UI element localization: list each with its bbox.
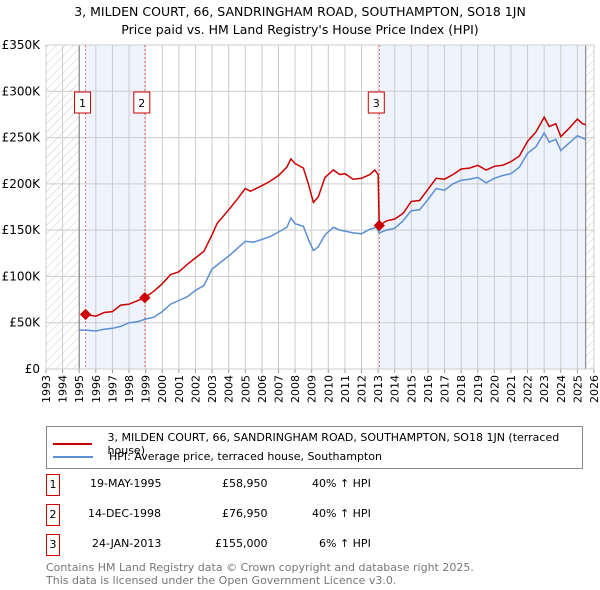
x-tick-label: 1996: [90, 375, 103, 403]
x-tick-label: 2021: [505, 375, 518, 403]
sale-point: [139, 292, 151, 304]
y-tick-label: £200K: [2, 177, 42, 191]
x-tick-label: 2025: [571, 375, 584, 403]
plot-frame: [45, 44, 595, 370]
x-tick-label: 2003: [206, 375, 219, 403]
x-tick-label: 2020: [488, 375, 501, 403]
sale-price: £76,950: [222, 507, 268, 520]
x-tick-label: 2000: [156, 375, 169, 403]
x-tick-label: 2024: [555, 375, 568, 403]
sale-badge-label: 2: [138, 97, 145, 110]
y-tick-label: £0: [25, 362, 40, 376]
x-tick-label: 1994: [57, 375, 70, 403]
sale-date: 19-MAY-1995: [90, 477, 162, 490]
series-line: [85, 115, 586, 317]
sale-badge: [367, 91, 385, 114]
hatched-no-data-region: [585, 45, 594, 369]
x-tick-label: 2001: [173, 375, 186, 403]
x-tick-label: 2022: [522, 375, 535, 403]
price-chart: 1993 1994 1995 1996 1997 1998 1999 2000 2001 2002…: [2, 38, 600, 403]
y-tick-label: £350K: [2, 38, 42, 52]
y-tick-label: £50K: [9, 316, 41, 330]
sale-date: 24-JAN-2013: [92, 537, 162, 550]
x-tick-label: 2004: [223, 375, 236, 403]
title-line: 3, MILDEN COURT, 66, SANDRINGHAM ROAD, S…: [74, 4, 526, 19]
x-tick-label: 2019: [472, 375, 485, 403]
x-tick-label: 2015: [405, 375, 418, 403]
x-tick-label: 2023: [538, 375, 551, 403]
x-tick-label: 2011: [339, 375, 352, 403]
x-tick-label: 2018: [455, 375, 468, 403]
x-tick-label: 2002: [189, 375, 202, 403]
chart-title: 3, MILDEN COURT, 66, SANDRINGHAM ROAD, S…: [0, 3, 600, 39]
y-tick-label: £300K: [2, 84, 42, 98]
x-tick-label: 1993: [40, 375, 53, 403]
y-tick-label: £150K: [2, 223, 42, 237]
sale-marker-badge: 2: [46, 504, 60, 526]
x-tick-label: 2017: [439, 375, 452, 403]
x-tick-label: 2005: [239, 375, 252, 403]
sale-hpi: 6% ↑ HPI: [319, 537, 371, 550]
legend-label: HPI: Average price, terraced house, Sout…: [109, 450, 382, 463]
x-tick-label: 2014: [389, 375, 402, 403]
sale-hpi: 40% ↑ HPI: [312, 477, 371, 490]
sale-marker-badge: 1: [46, 474, 60, 496]
x-tick-label: 2016: [422, 375, 435, 403]
subtitle-line: Price paid vs. HM Land Registry's House …: [121, 22, 479, 37]
sale-marker-badge: 3: [46, 534, 60, 556]
legend: 3, MILDEN COURT, 66, SANDRINGHAM ROAD, S…: [46, 426, 583, 469]
x-tick-label: 2013: [372, 375, 385, 403]
x-tick-label: 1999: [140, 375, 153, 403]
footer: Contains HM Land Registry data © Crown c…: [46, 561, 474, 587]
legend-item-property: 3, MILDEN COURT, 66, SANDRINGHAM ROAD, S…: [53, 431, 582, 457]
sale-badge: [74, 91, 92, 114]
sale-price: £155,000: [215, 537, 268, 550]
legend-label: 3, MILDEN COURT, 66, SANDRINGHAM ROAD, S…: [107, 431, 560, 457]
ownership-shade: [379, 45, 586, 369]
series-line: [79, 131, 587, 332]
x-tick-label: 1998: [123, 375, 136, 403]
sale-date: 14-DEC-1998: [88, 507, 162, 520]
x-tick-label: 1997: [106, 375, 119, 403]
sale-badge-label: 3: [373, 97, 380, 110]
sale-badge-label: 1: [79, 97, 86, 110]
sale-point: [373, 219, 385, 232]
x-tick-label: 2007: [272, 375, 285, 403]
x-tick-label: 2012: [356, 375, 369, 403]
sale-hpi: 40% ↑ HPI: [312, 507, 371, 520]
sale-badge: [133, 91, 151, 114]
y-tick-label: £100K: [2, 269, 42, 283]
x-tick-label: 2010: [322, 375, 335, 403]
x-tick-label: 2008: [289, 375, 302, 403]
x-tick-label: 2009: [306, 375, 319, 403]
legend-item-hpi: HPI: Average price, terraced house, Sout…: [53, 450, 382, 463]
x-tick-label: 1995: [73, 375, 86, 403]
y-tick-label: £250K: [2, 131, 42, 145]
sale-price: £58,950: [222, 477, 268, 490]
footer-licence: This data is licensed under the Open Gov…: [46, 574, 397, 587]
footer-copyright: Contains HM Land Registry data © Crown c…: [46, 561, 474, 574]
x-tick-label: 2006: [256, 375, 269, 403]
x-tick-label: 2026: [588, 375, 600, 403]
